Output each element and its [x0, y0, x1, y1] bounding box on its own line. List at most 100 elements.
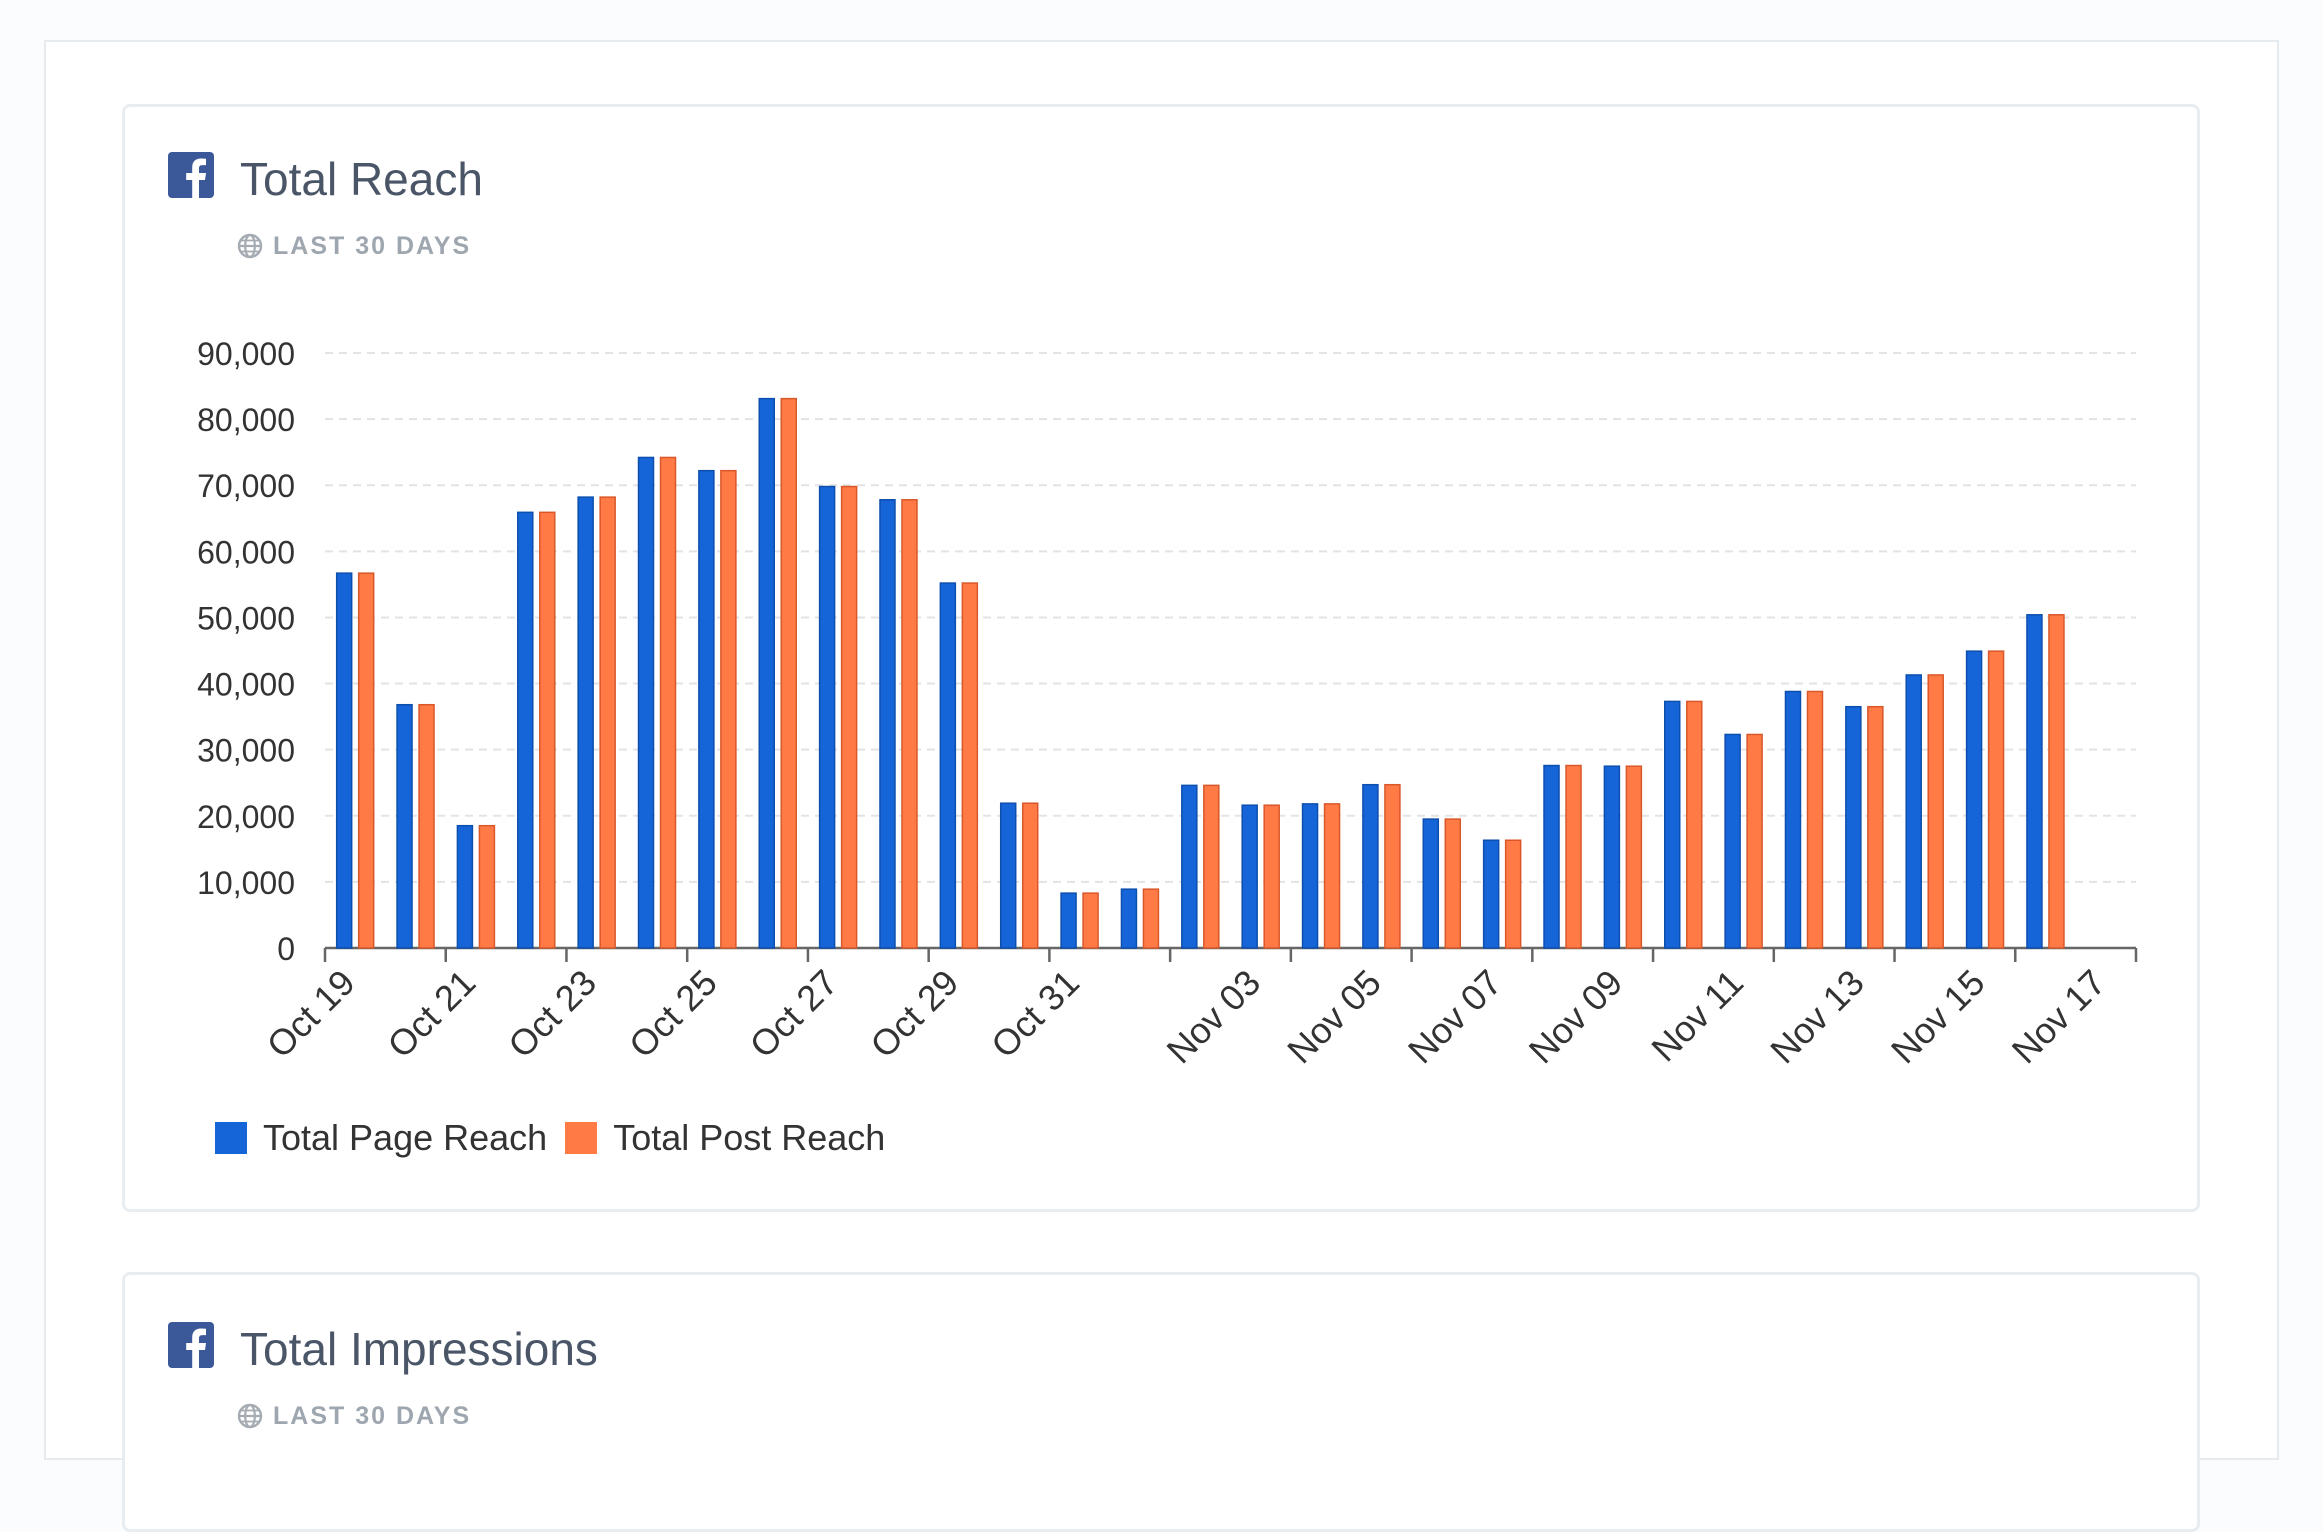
bar-post-reach	[1987, 650, 2005, 949]
bar-page-reach	[1784, 690, 1802, 949]
legend-item-post-reach[interactable]: Total Post Reach	[565, 1117, 885, 1159]
y-tick-label: 70,000	[197, 468, 295, 504]
x-tick-label: Nov 05	[1279, 962, 1389, 1072]
card-title: Total Impressions	[240, 1323, 598, 1375]
bar-post-reach	[1504, 839, 1522, 949]
x-tick-label: Oct 27	[742, 962, 846, 1066]
bar-page-reach	[396, 703, 413, 949]
bar-post-reach	[720, 469, 737, 949]
bar-page-reach	[1060, 892, 1077, 949]
bar-post-reach	[659, 456, 677, 949]
bar-page-reach	[1181, 784, 1198, 949]
globe-icon	[237, 233, 263, 259]
total-impressions-card: Total Impressions LAST 30 DAYS	[122, 1272, 2200, 1532]
bar-page-reach	[1482, 839, 1500, 949]
chart-legend: Total Page Reach Total Post Reach	[215, 1117, 903, 1159]
bar-page-reach	[1241, 804, 1258, 949]
bar-page-reach	[517, 511, 534, 949]
bar-page-reach	[1905, 674, 1922, 949]
y-tick-label: 40,000	[197, 667, 295, 703]
bar-post-reach	[1263, 804, 1280, 949]
legend-item-page-reach[interactable]: Total Page Reach	[215, 1117, 547, 1159]
date-range-label: LAST 30 DAYS	[237, 1401, 471, 1431]
x-tick-label: Nov 03	[1159, 962, 1269, 1072]
bar-post-reach	[1142, 888, 1160, 949]
bar-page-reach	[1965, 650, 1983, 949]
x-tick-label: Oct 19	[259, 962, 363, 1066]
bar-post-reach	[1444, 818, 1462, 949]
bar-page-reach	[939, 582, 957, 949]
bar-page-reach	[1664, 700, 1681, 949]
bar-post-reach	[599, 496, 616, 949]
bar-page-reach	[1120, 888, 1138, 949]
bar-post-reach	[840, 485, 858, 949]
bar-page-reach	[698, 469, 715, 949]
period-text: LAST 30 DAYS	[273, 1401, 472, 1430]
bar-post-reach	[780, 397, 797, 949]
y-tick-label: 30,000	[197, 733, 295, 769]
x-tick-label: Nov 13	[1762, 962, 1872, 1072]
period-text: LAST 30 DAYS	[273, 231, 472, 260]
y-tick-label: 0	[277, 931, 295, 967]
bar-page-reach	[818, 485, 836, 949]
bar-page-reach	[1422, 818, 1440, 949]
x-tick-label: Oct 25	[621, 962, 725, 1066]
x-tick-label: Nov 15	[1883, 962, 1993, 1072]
bar-page-reach	[1603, 765, 1621, 949]
bar-page-reach	[637, 456, 655, 949]
x-tick-label: Oct 21	[379, 962, 483, 1066]
total-reach-card: Total Reach LAST 30 DAYS 90,000 80,000 70,…	[122, 104, 2200, 1212]
bar-post-reach	[1746, 733, 1763, 949]
bar-post-reach	[1625, 765, 1643, 949]
bar-page-reach	[2026, 614, 2043, 949]
legend-label-post-reach: Total Post Reach	[613, 1117, 886, 1158]
bar-post-reach	[1384, 783, 1401, 949]
bar-post-reach	[1203, 784, 1220, 949]
x-tick-label: Oct 29	[862, 962, 966, 1066]
bar-page-reach	[1543, 764, 1560, 949]
legend-swatch-page-reach	[215, 1122, 247, 1154]
bar-page-reach	[1362, 783, 1379, 949]
bar-page-reach	[1301, 803, 1319, 949]
facebook-icon	[168, 1322, 214, 1368]
bar-page-reach	[1845, 705, 1862, 949]
bar-post-reach	[357, 572, 375, 949]
bar-page-reach	[456, 824, 474, 949]
bar-post-reach	[539, 511, 556, 949]
bar-post-reach	[2048, 614, 2065, 949]
x-tick-label: Oct 23	[500, 962, 604, 1066]
bar-page-reach	[879, 499, 896, 949]
card-title: Total Reach	[240, 153, 483, 205]
globe-icon	[237, 1403, 263, 1429]
legend-swatch-post-reach	[565, 1122, 598, 1154]
y-tick-label: 80,000	[197, 402, 295, 438]
bar-page-reach	[758, 397, 775, 949]
bar-post-reach	[1021, 802, 1039, 949]
x-tick-label: Nov 17	[2004, 962, 2114, 1072]
y-tick-label: 60,000	[197, 534, 295, 570]
bar-post-reach	[1082, 892, 1099, 949]
bar-page-reach	[577, 496, 594, 949]
bar-page-reach	[335, 572, 353, 949]
x-tick-label: Nov 07	[1400, 962, 1510, 1072]
y-tick-label: 50,000	[197, 600, 295, 636]
bar-post-reach	[1323, 803, 1341, 949]
bar-post-reach	[1686, 700, 1703, 949]
legend-label-page-reach: Total Page Reach	[263, 1117, 548, 1158]
bar-page-reach	[1724, 733, 1741, 949]
bar-post-reach	[478, 824, 496, 949]
y-tick-label: 10,000	[197, 865, 295, 901]
bar-post-reach	[901, 499, 918, 949]
y-tick-label: 20,000	[197, 799, 295, 835]
facebook-icon	[168, 152, 214, 198]
bar-page-reach	[999, 802, 1017, 949]
bar-post-reach	[418, 703, 435, 949]
y-tick-label: 90,000	[197, 336, 295, 372]
x-tick-label: Nov 09	[1521, 962, 1631, 1072]
x-tick-label: Nov 11	[1643, 962, 1751, 1070]
x-tick-label: Oct 31	[983, 962, 1087, 1066]
total-reach-bar-chart: 90,000 80,000 70,000 60,000 50,000 40,000 30,0…	[197, 336, 2138, 1072]
bar-post-reach	[1927, 674, 1944, 949]
bar-post-reach	[1806, 690, 1824, 949]
date-range-label: LAST 30 DAYS	[237, 231, 471, 261]
